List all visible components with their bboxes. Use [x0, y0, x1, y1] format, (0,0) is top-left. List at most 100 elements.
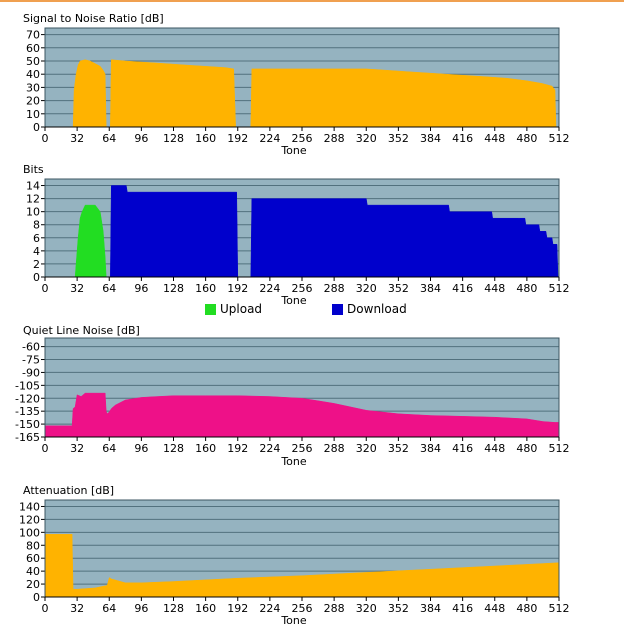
snr-x-tick-label: 64: [102, 132, 116, 145]
bits-y-tick-label: 4: [33, 245, 40, 258]
snr-x-tick-label: 96: [134, 132, 148, 145]
bits-x-tick-label: 288: [324, 282, 345, 295]
qln-chart-panel: Quiet Line Noise [dB] -60 -75 -90 -105 -120-…: [0, 324, 624, 474]
bits-chart-title: Bits: [23, 163, 44, 176]
bits-x-tick-label: 384: [420, 282, 441, 295]
bits-x-tick-label: 0: [42, 282, 49, 295]
qln-x-axis-label: Tone: [281, 455, 307, 468]
bits-y-tick-label: 6: [33, 232, 40, 245]
qln-x-tick-label: 32: [70, 442, 84, 455]
bits-x-tick-label: 128: [163, 282, 184, 295]
qln-y-tick-label: -75: [22, 354, 40, 367]
attenuation-x-tick-label: 224: [259, 602, 280, 615]
attenuation-x-tick-label: 512: [549, 602, 570, 615]
bits-x-tick-label: 64: [102, 282, 116, 295]
qln-y-tick-label: -60: [22, 341, 40, 354]
snr-x-tick-label: 192: [227, 132, 248, 145]
snr-x-tick-label: 320: [356, 132, 377, 145]
top-rule: [0, 0, 624, 2]
bits-x-tick-label: 480: [516, 282, 537, 295]
snr-x-axis-label: Tone: [281, 144, 307, 157]
attenuation-x-tick-label: 64: [102, 602, 116, 615]
attenuation-x-tick-label: 0: [42, 602, 49, 615]
legend-item-download: Download: [332, 302, 407, 316]
qln-x-tick-label: 192: [227, 442, 248, 455]
snr-x-tick-label: 128: [163, 132, 184, 145]
qln-x-tick-label: 480: [516, 442, 537, 455]
attenuation-x-tick-label: 192: [227, 602, 248, 615]
bits-x-tick-label: 96: [134, 282, 148, 295]
attenuation-y-tick-label: 20: [26, 578, 40, 591]
attenuation-series-area: [44, 534, 560, 598]
qln-x-tick-label: 416: [452, 442, 473, 455]
snr-x-tick-label: 480: [516, 132, 537, 145]
bits-y-tick-label: 10: [26, 206, 40, 219]
attenuation-x-tick-label: 448: [484, 602, 505, 615]
qln-x-tick-label: 320: [356, 442, 377, 455]
snr-y-tick-label: 10: [26, 108, 40, 121]
snr-x-tick-label: 416: [452, 132, 473, 145]
bits-y-tick-label: 14: [26, 180, 40, 193]
bits-chart-panel: Bits 0 2 4 6 8 10 12 14 0 32 64 96 128 160 192 224 256 28…: [0, 163, 624, 323]
attenuation-y-tick-label: 0: [33, 591, 40, 604]
attenuation-x-tick-label: 128: [163, 602, 184, 615]
attenuation-x-tick-label: 96: [134, 602, 148, 615]
snr-y-tick-label: 70: [26, 29, 40, 42]
snr-y-tick-label: 60: [26, 42, 40, 55]
snr-x-tick-label: 160: [195, 132, 216, 145]
bits-y-tick-label: 2: [33, 258, 40, 271]
snr-chart-title: Signal to Noise Ratio [dB]: [23, 12, 164, 25]
qln-y-tick-label: -165: [15, 431, 40, 444]
attenuation-x-tick-label: 288: [324, 602, 345, 615]
qln-x-tick-label: 512: [549, 442, 570, 455]
snr-x-tick-label: 256: [292, 132, 313, 145]
qln-x-tick-label: 0: [42, 442, 49, 455]
snr-x-tick-label: 352: [388, 132, 409, 145]
bits-x-tick-label: 320: [356, 282, 377, 295]
qln-x-tick-label: 96: [134, 442, 148, 455]
attenuation-x-axis-label: Tone: [281, 614, 307, 627]
qln-y-tick-label: -120: [15, 392, 40, 405]
bits-x-tick-label: 448: [484, 282, 505, 295]
qln-y-tick-label: -90: [22, 366, 40, 379]
qln-series-area: [44, 392, 560, 438]
bits-x-tick-label: 256: [292, 282, 313, 295]
snr-x-tick-label: 384: [420, 132, 441, 145]
legend-label-download: Download: [347, 302, 407, 316]
attenuation-y-tick-label: 120: [19, 513, 40, 526]
bits-x-tick-label: 192: [227, 282, 248, 295]
bits-series-download: [110, 185, 559, 278]
qln-x-tick-label: 384: [420, 442, 441, 455]
bits-x-tick-label: 512: [549, 282, 570, 295]
qln-x-tick-label: 224: [259, 442, 280, 455]
qln-chart-title: Quiet Line Noise [dB]: [23, 324, 140, 337]
attenuation-x-tick-label: 416: [452, 602, 473, 615]
attenuation-x-tick-label: 32: [70, 602, 84, 615]
attenuation-y-tick-label: 40: [26, 565, 40, 578]
legend-item-upload: Upload: [205, 302, 262, 316]
qln-x-tick-label: 352: [388, 442, 409, 455]
qln-y-tick-label: -135: [15, 405, 40, 418]
snr-y-tick-label: 40: [26, 68, 40, 81]
bits-x-tick-label: 160: [195, 282, 216, 295]
bits-y-tick-label: 0: [33, 271, 40, 284]
qln-x-tick-label: 160: [195, 442, 216, 455]
attenuation-y-tick-label: 140: [19, 500, 40, 513]
snr-x-tick-label: 448: [484, 132, 505, 145]
bits-legend: Upload Download: [205, 302, 407, 316]
snr-y-tick-label: 20: [26, 95, 40, 108]
attenuation-chart-panel: Attenuation [dB] 0 20 40 60 80 100 120 140 0 32 64…: [0, 484, 624, 629]
bits-y-tick-label: 12: [26, 193, 40, 206]
attenuation-x-tick-label: 320: [356, 602, 377, 615]
attenuation-x-tick-label: 480: [516, 602, 537, 615]
bits-x-tick-label: 352: [388, 282, 409, 295]
snr-x-tick-label: 512: [549, 132, 570, 145]
bits-x-tick-label: 32: [70, 282, 84, 295]
snr-x-tick-label: 224: [259, 132, 280, 145]
download-swatch: [332, 303, 344, 315]
qln-x-tick-label: 288: [324, 442, 345, 455]
attenuation-y-tick-label: 60: [26, 552, 40, 565]
